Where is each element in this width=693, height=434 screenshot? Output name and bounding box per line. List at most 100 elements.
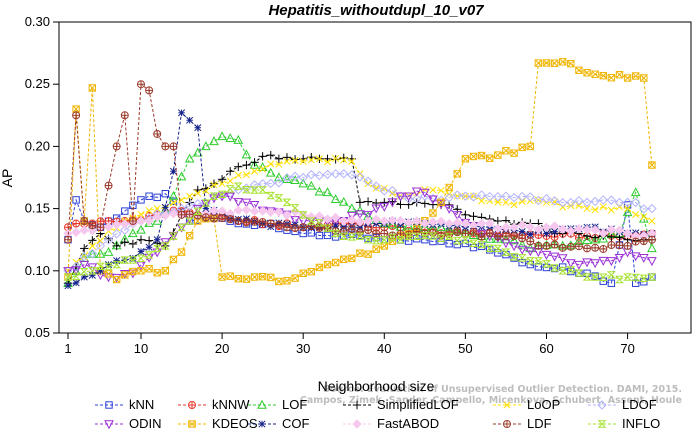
data-point xyxy=(64,282,72,290)
legend-marker xyxy=(352,419,362,429)
data-point xyxy=(137,196,145,204)
legend-label: INFLO xyxy=(622,416,660,431)
legend-marker xyxy=(257,399,267,409)
data-point xyxy=(298,172,308,183)
data-point xyxy=(541,193,552,204)
data-point xyxy=(79,268,89,276)
data-point xyxy=(152,215,163,225)
data-point xyxy=(565,259,576,269)
data-point xyxy=(453,205,462,214)
data-point xyxy=(257,179,268,189)
data-point xyxy=(160,242,170,250)
data-point xyxy=(372,229,381,238)
data-point xyxy=(501,231,510,240)
data-point xyxy=(574,224,584,234)
data-point xyxy=(339,216,349,226)
data-point xyxy=(533,257,543,265)
data-point xyxy=(259,165,267,173)
data-point xyxy=(266,178,276,189)
data-point xyxy=(347,215,357,225)
data-point xyxy=(347,211,357,221)
data-point xyxy=(112,142,121,151)
data-point xyxy=(152,248,163,258)
data-point xyxy=(404,200,413,209)
data-point xyxy=(96,223,105,232)
data-point xyxy=(631,237,640,246)
data-point xyxy=(209,214,218,223)
data-point xyxy=(129,201,137,209)
legend-marker xyxy=(503,401,511,409)
data-point xyxy=(88,242,96,250)
data-point xyxy=(469,227,478,236)
watermark: Source: Evaluation of Unsupervised Outli… xyxy=(300,384,682,406)
data-point xyxy=(315,263,324,272)
data-point xyxy=(136,235,146,244)
data-point xyxy=(647,257,657,267)
data-point xyxy=(591,206,599,214)
data-point xyxy=(526,230,534,238)
data-point xyxy=(517,239,527,249)
data-point xyxy=(249,180,260,190)
data-point xyxy=(486,154,494,162)
data-point xyxy=(648,217,656,225)
data-point xyxy=(355,217,365,227)
data-point xyxy=(314,186,325,196)
legend-label: LDF xyxy=(527,416,552,431)
data-point xyxy=(218,213,227,222)
data-point xyxy=(387,233,397,242)
data-point xyxy=(168,190,179,200)
x-tick-label: 20 xyxy=(215,341,229,356)
data-point xyxy=(559,58,567,66)
data-point xyxy=(169,255,178,264)
data-point xyxy=(217,190,227,199)
data-point xyxy=(274,154,284,164)
data-point xyxy=(380,242,388,250)
data-point xyxy=(87,267,97,275)
data-point xyxy=(137,248,145,256)
data-point xyxy=(233,198,244,208)
data-point xyxy=(363,236,373,244)
data-point xyxy=(258,152,267,161)
data-point xyxy=(525,192,535,202)
data-point xyxy=(193,211,202,220)
data-point xyxy=(88,84,97,92)
data-point xyxy=(436,234,446,242)
data-point xyxy=(387,215,398,226)
legend-marker xyxy=(503,420,511,428)
data-point xyxy=(71,272,81,281)
data-point xyxy=(534,263,543,271)
data-point xyxy=(444,232,454,241)
data-point xyxy=(429,237,437,246)
data-point xyxy=(518,258,526,267)
data-point xyxy=(411,187,422,197)
data-point xyxy=(177,109,186,117)
legend-label: LDOF xyxy=(622,397,657,412)
data-point xyxy=(502,147,510,155)
data-point xyxy=(452,236,462,245)
data-point xyxy=(575,66,583,75)
data-point xyxy=(380,184,388,192)
data-point xyxy=(201,199,211,207)
watermark-line-2: Campos, Zimek, Sander, Campello, Micenko… xyxy=(300,395,682,406)
data-point xyxy=(121,207,129,215)
series-kdeos xyxy=(64,58,656,286)
data-point xyxy=(486,246,494,254)
data-point xyxy=(153,129,162,138)
series-layer xyxy=(63,58,657,290)
data-point xyxy=(315,219,324,227)
data-point xyxy=(322,169,333,180)
x-tick-label: 70 xyxy=(620,341,634,356)
data-point xyxy=(233,134,244,144)
data-point xyxy=(169,199,177,207)
data-point xyxy=(168,231,179,241)
data-point xyxy=(485,191,495,202)
data-point xyxy=(484,233,495,243)
data-point xyxy=(469,243,478,252)
data-point xyxy=(87,226,98,236)
legend-marker xyxy=(188,401,196,409)
data-point xyxy=(323,260,332,269)
data-point xyxy=(265,167,276,177)
data-point xyxy=(250,217,259,226)
data-point xyxy=(517,191,527,202)
legend: kNN kNNW LOF SimplifiedLOF LoOP LDOF ODIN KDEOS… xyxy=(95,397,660,431)
